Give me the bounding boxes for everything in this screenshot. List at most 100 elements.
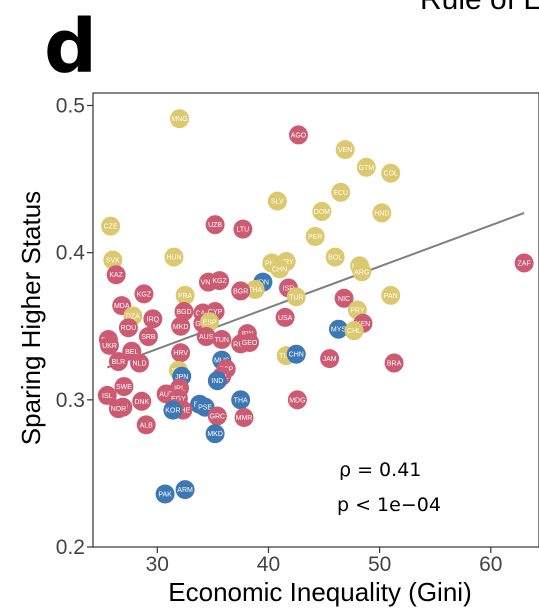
data-point-label: NIC [338,296,350,303]
data-point-marker [143,309,163,329]
data-point-label: HND [374,210,389,217]
data-point-label: MKD [173,324,189,331]
data-point-marker [196,327,216,347]
data-point: MMR [234,407,254,427]
data-point: AGO [288,125,308,145]
data-point-label: KEN [356,321,370,328]
data-point-label: BLR [112,359,126,366]
y-tick-label: 0.4 [56,242,86,265]
data-point: MDG [287,390,307,410]
data-point-label: AGO [291,132,307,139]
data-point-label: TUN [215,337,229,344]
data-point-label: BRA [387,361,402,368]
data-point-label: SVK [106,258,120,265]
data-point-marker [205,424,225,444]
data-point-marker [381,285,401,305]
data-point: NOR [108,399,128,419]
data-point: GRC [207,406,227,426]
data-point: GEO [240,332,260,352]
data-point: SLV [267,191,287,211]
data-point-label: GTM [359,165,375,172]
data-point-label: JPN [175,374,188,381]
data-point: KOR [163,400,183,420]
data-point-label: GEO [242,340,258,347]
data-point: DNK [132,391,152,411]
data-point: BGD [174,302,194,322]
data-point-label: KGZ [137,291,152,298]
data-point-marker [352,262,372,282]
data-point-label: CHN [272,266,287,273]
data-point: JAM [320,349,340,369]
data-point-label: JAM [323,356,337,363]
data-point-label: IND [211,378,223,385]
data-point-label: GRC [210,414,226,421]
data-point-marker [320,349,340,369]
panel-letter: d [44,4,97,90]
data-point-marker [312,201,332,221]
data-point-label: HRV [173,350,188,357]
data-point-label: PER [308,234,322,241]
data-point: ISL [97,385,117,405]
data-point-label: CZE [104,224,118,231]
data-point: AUS [196,327,216,347]
data-point-marker [171,316,191,336]
data-point-marker [305,226,325,246]
data-point-marker [106,265,126,285]
data-point-label: ARG [354,269,369,276]
data-point-label: PAK [158,492,172,499]
data-point-label: ARM [177,487,193,494]
data-point: BRA [384,353,404,373]
y-axis-ticks: 0.2 0.3 0.4 0.5 [56,95,93,559]
data-point-marker [231,390,251,410]
data-point-marker [138,327,158,347]
data-point-label: MNG [171,116,187,123]
y-axis-title: Sparing Higher Status [16,191,46,445]
correlation-annotation: ρ = 0.41 [339,459,421,481]
data-point: ARM [175,480,195,500]
data-point: PAK [155,484,175,504]
data-point-marker [329,319,349,339]
data-point-label: ISL [102,393,113,400]
data-point-marker [381,163,401,183]
data-point-label: PAN [384,293,398,300]
data-point-label: CYP [208,309,223,316]
data-point-label: NOR [111,406,127,413]
data-point-label: MDG [289,397,305,404]
data-point-label: THA [248,287,262,294]
data-point-label: USA [278,315,293,322]
data-point: KGZ [134,284,154,304]
data-point-label: DOM [314,209,331,216]
data-point: NLD [130,353,150,373]
data-point-marker [118,318,138,338]
data-point-label: ALB [140,422,154,429]
data-point-label: EGY [171,396,186,403]
data-point: ROU [118,318,138,338]
data-point-label: KOR [165,408,180,415]
data-point-label: BGD [176,309,191,316]
data-point-label: ESP [203,319,217,326]
data-point-marker [163,400,183,420]
data-point-label: THA [234,397,248,404]
data-point-marker [207,371,227,391]
data-point-label: TUR [279,353,293,360]
data-point: ECU [331,182,351,202]
data-point-label: SRB [141,334,156,341]
x-tick-label: 60 [479,553,502,576]
data-point-label: AUT [159,391,174,398]
data-point-label: LTU [237,227,250,234]
data-point: TUR [286,287,306,307]
data-point-label: CHL [347,328,361,335]
data-point-marker [384,353,404,373]
data-point: HND [372,203,392,223]
data-point-label: FRA [178,293,192,300]
data-point: SVK [103,250,123,270]
data-point: CHN [286,344,306,364]
data-point: ARG [352,262,372,282]
data-point-label: DZA [126,313,140,320]
data-point-label: MDA [114,303,130,310]
y-tick-label: 0.2 [56,536,85,559]
data-point-marker [210,271,230,291]
data-point-marker [344,321,364,341]
data-point-label: TUR [289,294,303,301]
